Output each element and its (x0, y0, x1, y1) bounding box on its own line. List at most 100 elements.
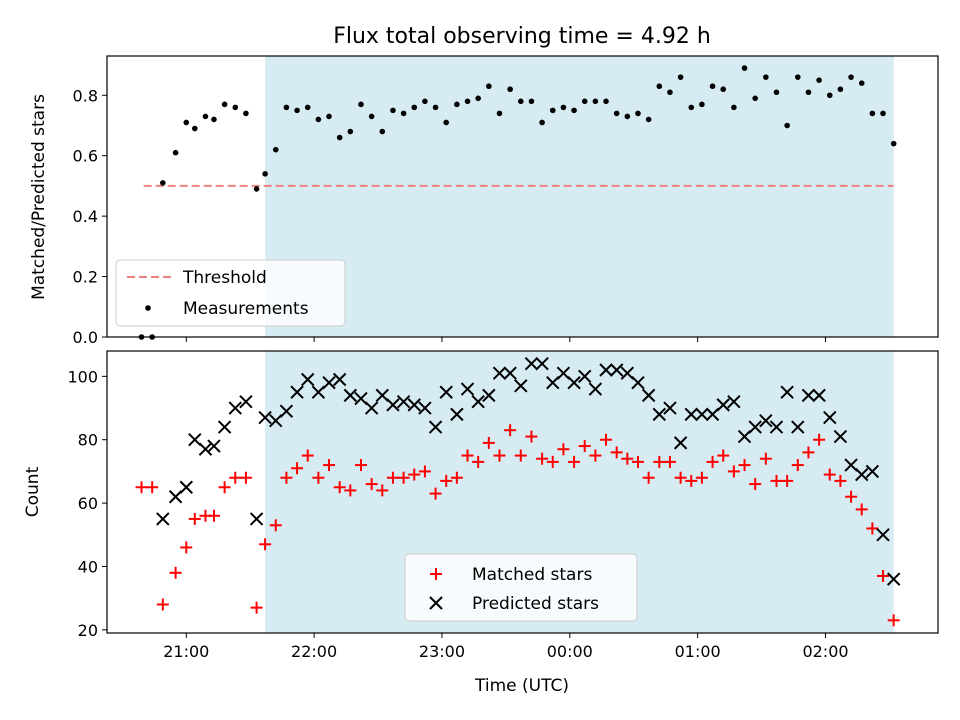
measurement-point (656, 83, 663, 90)
predicted-star-point (556, 366, 571, 380)
predicted-star-point (343, 388, 358, 403)
matched-star-point (188, 512, 201, 525)
matched-star-point (706, 455, 719, 468)
legend: Matched stars Predicted stars (404, 553, 638, 622)
measurement-point (464, 98, 471, 105)
measurement-point (613, 110, 620, 117)
predicted-star-point (524, 356, 539, 371)
y-tick-label: 100 (67, 367, 98, 386)
measurement-point (232, 104, 239, 111)
matched-star-point (472, 455, 485, 468)
matched-star-point (333, 481, 346, 494)
measurement-point (603, 98, 609, 105)
figure-title: Flux total observing time = 4.92 h (333, 24, 711, 49)
matched-star-point (239, 471, 252, 484)
predicted-star-point (471, 394, 485, 409)
predicted-star-point (780, 385, 794, 399)
measurement-point (890, 140, 897, 147)
predicted-star-point (188, 433, 202, 447)
x-tick-label: 01:00 (675, 642, 721, 661)
predicted-star-point (631, 375, 645, 390)
predicted-star-point (535, 356, 549, 371)
matched-star-point (674, 471, 687, 484)
predicted-star-point (791, 420, 805, 434)
measurement-point (368, 113, 375, 120)
predicted-star-point (578, 369, 592, 384)
measurement-point (243, 110, 249, 117)
measurement-point (709, 83, 716, 90)
matched-star-point (642, 471, 655, 484)
legend-box (404, 553, 638, 622)
matched-star-point (397, 471, 410, 484)
predicted-star-point (198, 442, 213, 456)
measurement-point (645, 116, 652, 123)
x-tick-label: 21:00 (163, 642, 209, 661)
measurement-point (826, 92, 833, 99)
matched-star-point (146, 481, 159, 494)
matched-star-point (631, 455, 644, 468)
legend-predicted-label: Predicted stars (472, 594, 599, 614)
matched-star-point (429, 487, 442, 500)
measurement-point (211, 116, 217, 123)
measurement-point (475, 95, 481, 102)
measurement-point (635, 110, 641, 117)
measurement-point (454, 101, 460, 108)
y-tick-label: 20 (78, 621, 98, 640)
y-tick-label: 80 (78, 431, 98, 450)
matched-star-point (759, 452, 772, 465)
predicted-star-point (207, 439, 221, 453)
predicted-star-point (855, 467, 869, 482)
measurement-point (422, 98, 428, 105)
measurement-point (848, 74, 854, 80)
matched-star-point (514, 449, 527, 462)
predicted-star-point (641, 388, 656, 403)
matched-star-point (877, 569, 890, 582)
measurement-point (336, 134, 343, 141)
predicted-star-point (886, 572, 901, 586)
matched-star-point (653, 455, 666, 468)
legend-box (115, 259, 346, 327)
predicted-star-point (332, 372, 347, 387)
plot-frame (106, 55, 939, 338)
measurement-point (160, 180, 166, 186)
predicted-star-point (439, 385, 453, 399)
predicted-star-point (759, 414, 773, 428)
matched-star-point (695, 471, 708, 484)
measurement-point (688, 104, 695, 111)
legend-measurements-label: Measurements (183, 299, 309, 319)
predicted-star-point (865, 464, 880, 479)
matched-star-point (323, 459, 336, 472)
measurement-point (486, 83, 492, 90)
predicted-star-point (705, 407, 720, 422)
y-tick-label: 0.2 (73, 268, 98, 287)
predicted-star-point (663, 401, 677, 415)
measurement-point (837, 86, 844, 93)
measurement-point (443, 119, 450, 126)
matched-star-point (493, 449, 506, 462)
matched-star-point (408, 468, 421, 481)
predicted-star-point (396, 394, 411, 409)
predicted-star-point (179, 480, 193, 494)
y-tick-label: 60 (78, 494, 98, 513)
measurement-point (763, 74, 769, 80)
measurement-point (869, 110, 876, 117)
predicted-star-point (769, 420, 784, 434)
y-axis-label: Matched/Predicted stars (29, 94, 49, 300)
measurement-point (202, 113, 209, 120)
predicted-star-point (812, 388, 826, 403)
measurement-point (592, 98, 599, 105)
measurement-point (358, 101, 364, 108)
matched-star-point (525, 430, 538, 443)
matched-star-point (180, 541, 193, 554)
predicted-star-point (801, 388, 816, 403)
matched-star-point (259, 538, 272, 551)
legend-matched-label: Matched stars (472, 565, 592, 585)
measurement-point (773, 89, 780, 96)
shaded-region (265, 56, 894, 337)
matched-star-point (440, 474, 453, 487)
measurement-point (191, 125, 198, 132)
measurement-point (858, 80, 865, 86)
matched-star-point (770, 474, 783, 487)
predicted-star-point (482, 388, 496, 403)
predicted-star-point (217, 420, 232, 434)
